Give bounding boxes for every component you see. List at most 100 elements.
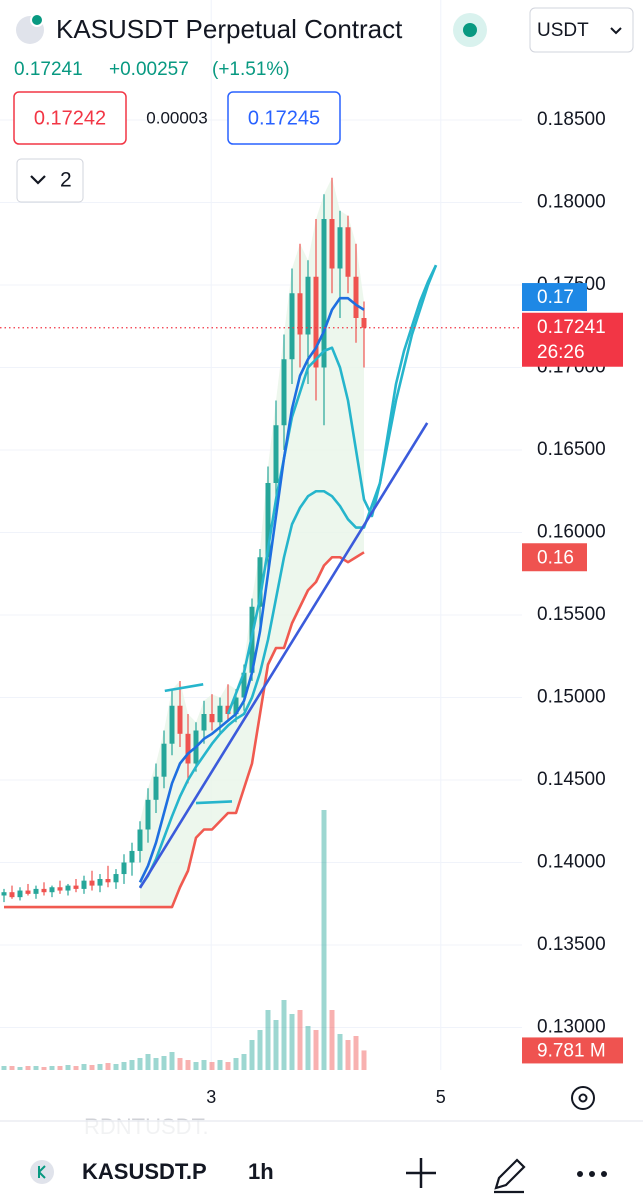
volume-bar xyxy=(201,1060,207,1070)
y-tick-label: 0.16000 xyxy=(537,522,606,543)
header: KASUSDT Perpetual Contract USDT 0.17241 … xyxy=(13,7,634,203)
volume-bar xyxy=(1,1066,7,1070)
candle-body xyxy=(273,425,279,483)
current-price-label: 0.17241 xyxy=(537,317,606,338)
candle-body xyxy=(121,862,127,875)
cloud-fill xyxy=(140,177,364,908)
volume-label: 9.781 M xyxy=(537,1040,606,1061)
volume-bar xyxy=(297,1010,303,1070)
indicator-line xyxy=(195,800,233,805)
candle-body xyxy=(153,776,159,800)
volume-bar xyxy=(321,810,327,1070)
candle-body xyxy=(81,880,87,889)
candle-body xyxy=(41,888,47,893)
status-dot xyxy=(463,23,477,37)
price-label: 0.16 xyxy=(537,547,574,568)
price-change-percent: (+1.51%) xyxy=(212,59,290,80)
candle-body xyxy=(89,880,95,886)
candle-body xyxy=(305,276,311,335)
volume-bar xyxy=(337,1034,343,1070)
volume-bar xyxy=(97,1064,103,1070)
candle-body xyxy=(49,887,55,893)
candle-body xyxy=(65,885,71,891)
volume-bar xyxy=(129,1060,135,1070)
candle-body xyxy=(353,276,359,318)
volume-bar xyxy=(49,1066,55,1070)
more-button[interactable] xyxy=(577,1171,607,1177)
interval[interactable]: 1h xyxy=(248,1159,274,1184)
currency-label: USDT xyxy=(537,20,589,41)
price-change: +0.00257 xyxy=(109,59,189,80)
candle-body xyxy=(129,850,135,863)
volume-bar xyxy=(225,1062,231,1070)
candle-body xyxy=(185,733,191,764)
footer-symbol[interactable]: KASUSDT.P xyxy=(82,1159,207,1184)
volume-bar xyxy=(9,1066,15,1070)
indicator-line xyxy=(164,683,204,693)
candle-body xyxy=(201,714,207,731)
footer-symbol-icon[interactable] xyxy=(30,1160,54,1184)
volume-bar xyxy=(177,1058,183,1070)
candle-body xyxy=(113,874,119,883)
indicator-line xyxy=(138,296,365,883)
candle-body xyxy=(329,219,335,269)
spread: 0.00003 xyxy=(146,108,207,127)
current-price-box xyxy=(522,312,623,367)
symbol-title[interactable]: KASUSDT Perpetual Contract xyxy=(56,14,403,44)
volume-bar xyxy=(329,1010,335,1070)
x-tick-label: 5 xyxy=(436,1087,446,1107)
candle-body xyxy=(25,890,31,894)
candle-body xyxy=(337,227,343,269)
volume-bar xyxy=(353,1036,359,1070)
volume-bar xyxy=(265,1010,271,1070)
candle-body xyxy=(345,227,351,277)
indicators-toggle[interactable] xyxy=(16,158,84,203)
candle-body xyxy=(297,293,303,335)
indicator-line xyxy=(138,422,429,889)
volume-bar xyxy=(289,1014,295,1070)
volume-bar xyxy=(65,1065,71,1070)
volume-bar xyxy=(281,1000,287,1070)
y-tick-label: 0.13500 xyxy=(537,934,606,955)
bid-price: 0.17242 xyxy=(34,107,106,129)
countdown: 26:26 xyxy=(537,342,585,363)
add-button[interactable] xyxy=(406,1158,436,1188)
volume-bar xyxy=(185,1060,191,1070)
volume-bar xyxy=(313,1030,319,1070)
volume-bar xyxy=(17,1067,23,1070)
candle-body xyxy=(289,293,295,360)
draw-button[interactable] xyxy=(494,1158,526,1194)
candle-body xyxy=(145,799,151,830)
footer-fade xyxy=(0,1120,643,1134)
y-tick-label: 0.16500 xyxy=(537,439,606,460)
volume-bar xyxy=(57,1066,63,1070)
y-tick-label: 0.15500 xyxy=(537,604,606,625)
settings-icon[interactable] xyxy=(571,1086,595,1110)
volume-bar xyxy=(153,1058,159,1070)
price-label-box xyxy=(522,543,587,572)
candle-body xyxy=(9,892,15,898)
sell-button[interactable] xyxy=(13,91,127,145)
more-dot xyxy=(589,1171,595,1177)
candle-body xyxy=(265,483,271,558)
indicator-count: 2 xyxy=(60,169,72,192)
candle-body xyxy=(217,705,223,723)
candle-body xyxy=(33,888,39,894)
candle-body xyxy=(177,705,183,734)
volume-bar xyxy=(233,1058,239,1070)
candle-body xyxy=(1,892,7,896)
volume-bar xyxy=(73,1066,79,1070)
dropdown-caret xyxy=(610,27,622,35)
candle-body xyxy=(105,879,111,883)
volume-bar xyxy=(345,1040,351,1070)
currency-dropdown[interactable] xyxy=(529,7,634,53)
candle-body xyxy=(313,276,319,368)
volume-bar xyxy=(113,1064,119,1070)
chart: 350.185000.180000.175000.170000.165000.1… xyxy=(0,0,623,1107)
volume-bar xyxy=(161,1056,167,1070)
volume-bar xyxy=(241,1054,247,1070)
candle-body xyxy=(169,705,175,744)
buy-button[interactable] xyxy=(227,91,341,145)
volume-bar xyxy=(361,1050,367,1070)
volume-bar xyxy=(305,1026,311,1070)
